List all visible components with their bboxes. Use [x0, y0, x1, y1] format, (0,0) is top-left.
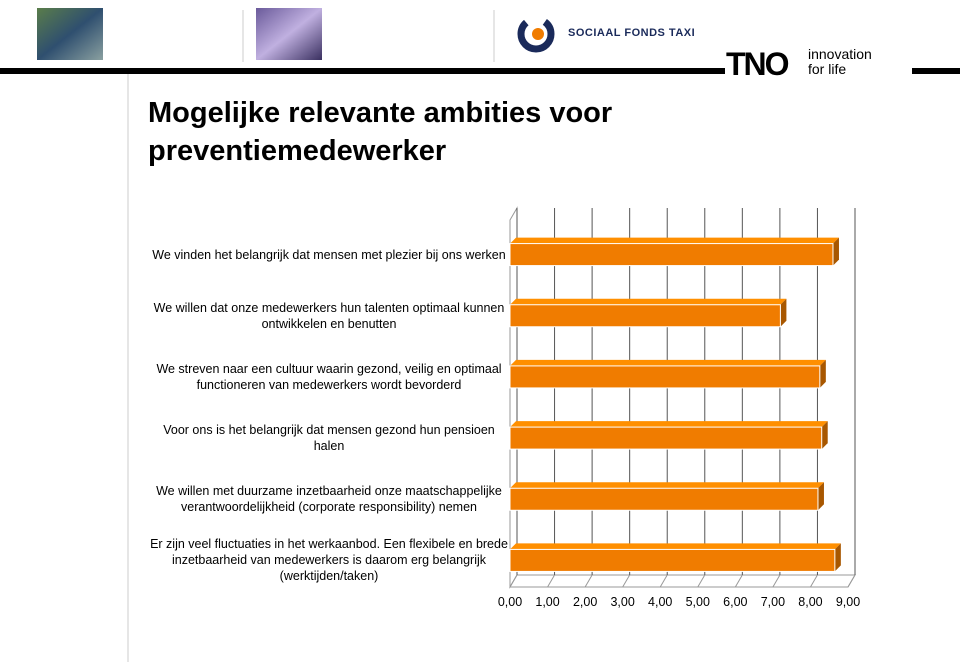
x-tick-label: 9,00: [836, 595, 860, 609]
x-tick-label: 7,00: [761, 595, 785, 609]
x-tick-label: 5,00: [686, 595, 710, 609]
bar: [509, 482, 824, 511]
grid-line: [547, 574, 555, 588]
logo: TNO: [726, 46, 790, 82]
x-tick-label: 4,00: [648, 595, 672, 609]
x-tick-label: 3,00: [610, 595, 634, 609]
bar-face: [819, 359, 826, 388]
bar-face: [509, 243, 834, 267]
bar-face: [509, 548, 836, 572]
tagline-2: for life: [808, 61, 847, 77]
grid-line: [509, 574, 518, 588]
bar: [509, 237, 839, 267]
photo: [256, 8, 322, 60]
bar-face: [821, 421, 828, 450]
bar-face: [509, 304, 781, 328]
bar-face: [510, 298, 787, 305]
tagline: innovation for life: [808, 47, 872, 77]
y-tick-label: We streven naar een cultuur waarin gezon…: [156, 361, 502, 392]
bar-face: [510, 421, 828, 428]
grid-line: [584, 574, 593, 588]
grid-line: [697, 574, 706, 588]
floor: [509, 574, 856, 588]
bar-face: [510, 543, 841, 550]
sft-logo: [517, 15, 555, 53]
bar-face: [510, 359, 826, 366]
y-tick-label: We willen dat onze medewerkers hun talen…: [153, 300, 505, 331]
photo: [37, 8, 103, 60]
y-tick-label: Voor ons is het belangrijk dat mensen ge…: [163, 423, 495, 454]
chart-title: Mogelijke relevante ambities voor preven…: [148, 97, 613, 167]
bar-face: [509, 426, 823, 450]
tagline-1: innovation: [808, 46, 872, 62]
header-band: [0, 68, 725, 74]
bar-face: [780, 298, 787, 327]
bar-face: [817, 482, 824, 511]
x-tick-label: 6,00: [723, 595, 747, 609]
x-tick-label: 2,00: [573, 595, 597, 609]
grid-line: [772, 574, 781, 588]
bar-face: [509, 487, 819, 511]
bar-face: [832, 237, 839, 266]
y-tick-label: We willen met duurzame inzetbaarheid onz…: [156, 484, 502, 515]
bar: [509, 298, 787, 328]
bar-face: [509, 365, 821, 389]
bar-face: [510, 482, 824, 489]
grid-line: [734, 574, 743, 588]
x-tick-label: 0,00: [498, 595, 522, 609]
bar-face: [834, 543, 841, 572]
y-tick-label: Er zijn veel fluctuaties in het werkaanb…: [150, 537, 508, 584]
grid-line: [659, 574, 668, 588]
grid-line: [847, 574, 856, 588]
bar: [509, 359, 826, 389]
bar-face: [510, 237, 839, 244]
x-tick-label: 8,00: [798, 595, 822, 609]
bar: [509, 421, 828, 450]
organization: SOCIAAL FONDS TAXI: [568, 27, 696, 39]
grid-line: [810, 574, 818, 588]
header-band: [912, 68, 960, 74]
y-tick-label: We vinden het belangrijk dat mensen met …: [152, 247, 506, 262]
grid-line: [622, 574, 631, 588]
x-tick-label: 1,00: [535, 595, 559, 609]
bar: [509, 543, 841, 572]
